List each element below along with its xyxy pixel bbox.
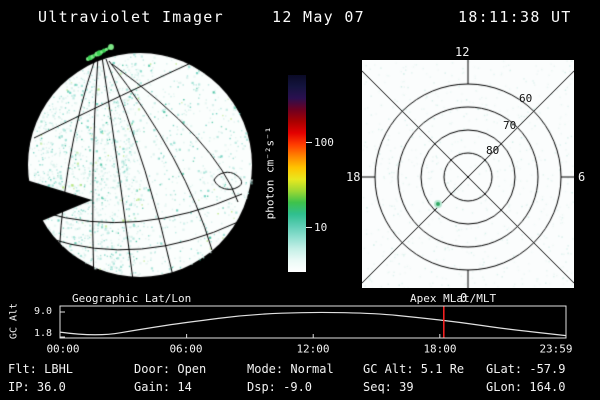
gc-alt-ytick-1.8: 1.8 [33, 328, 52, 339]
mlt-label-0: 0 [460, 291, 468, 305]
mlt-label-12: 12 [455, 45, 470, 59]
mlt-label-18: 18 [346, 170, 361, 184]
status-glon: GLon: 164.0 [486, 380, 566, 394]
status-mode: Mode: Normal [247, 362, 334, 376]
status-glat: GLat: -57.9 [486, 362, 566, 376]
geo-map-canvas [8, 42, 268, 294]
colorbar-tick-label-10: 10 [314, 221, 328, 234]
app-title: Ultraviolet Imager [38, 8, 224, 26]
gc-alt-ytick-9: 9.0 [33, 306, 52, 317]
colorbar-axis-label: photon cm⁻²s⁻¹ [263, 126, 277, 220]
status-door: Door: Open [134, 362, 207, 376]
polar-panel-title: Apex MLat/MLT [410, 292, 497, 305]
mlat-label-70: 70 [503, 119, 517, 132]
gc-alt-strip [59, 305, 567, 339]
xtick-0000: 00:00 [46, 342, 80, 356]
status-gain: Gain: 14 [134, 380, 192, 394]
status-gc-alt: GC Alt: 5.1 Re [363, 362, 465, 376]
status-ip: IP: 36.0 [8, 380, 66, 394]
colorbar-tick-label-100: 100 [314, 136, 334, 149]
xtick-0600: 06:00 [169, 342, 203, 356]
header-date: 12 May 07 [272, 8, 365, 26]
gc-alt-ticks [59, 311, 567, 338]
polar-dial-canvas [362, 60, 574, 288]
colorbar-tick-100 [306, 142, 312, 143]
xtick-1800: 18:00 [423, 342, 457, 356]
gc-alt-frame [59, 305, 567, 339]
mlt-label-6: 6 [578, 170, 586, 184]
mlat-label-60: 60 [519, 92, 533, 105]
geo-panel-title: Geographic Lat/Lon [72, 292, 192, 305]
mlat-label-80: 80 [486, 144, 500, 157]
xtick-2359: 23:59 [539, 342, 573, 356]
gc-alt-curve [59, 311, 567, 337]
xtick-1200: 12:00 [296, 342, 330, 356]
status-flt: Flt: LBHL [8, 362, 74, 376]
status-dsp: Dsp: -9.0 [247, 380, 313, 394]
colorbar-gradient [288, 75, 306, 272]
gc-alt-axis-label: GC Alt [8, 302, 20, 340]
colorbar-tick-10 [306, 227, 312, 228]
status-seq: Seq: 39 [363, 380, 414, 394]
header-time: 18:11:38 UT [458, 8, 572, 26]
